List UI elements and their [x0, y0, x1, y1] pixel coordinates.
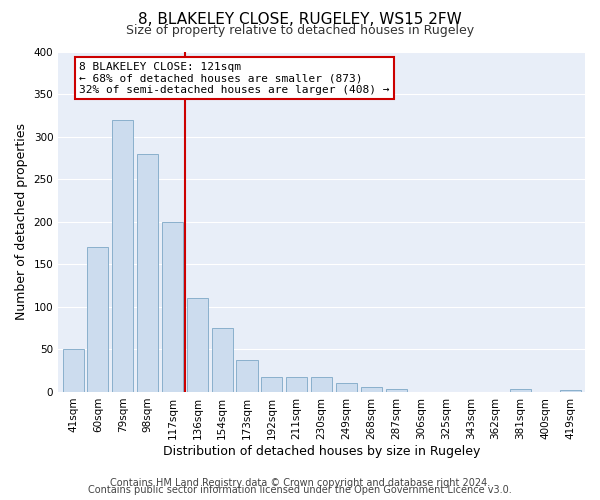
Bar — [62, 350, 83, 392]
Bar — [510, 388, 531, 392]
Bar — [162, 222, 183, 392]
Text: Contains public sector information licensed under the Open Government Licence v3: Contains public sector information licen… — [88, 485, 512, 495]
Bar — [311, 376, 332, 392]
Bar — [187, 298, 208, 392]
X-axis label: Distribution of detached houses by size in Rugeley: Distribution of detached houses by size … — [163, 444, 480, 458]
Bar — [88, 248, 109, 392]
Text: Contains HM Land Registry data © Crown copyright and database right 2024.: Contains HM Land Registry data © Crown c… — [110, 478, 490, 488]
Bar — [361, 387, 382, 392]
Bar — [236, 360, 257, 392]
Text: 8, BLAKELEY CLOSE, RUGELEY, WS15 2FW: 8, BLAKELEY CLOSE, RUGELEY, WS15 2FW — [138, 12, 462, 28]
Bar — [336, 384, 357, 392]
Bar — [212, 328, 233, 392]
Bar — [560, 390, 581, 392]
Text: 8 BLAKELEY CLOSE: 121sqm
← 68% of detached houses are smaller (873)
32% of semi-: 8 BLAKELEY CLOSE: 121sqm ← 68% of detach… — [79, 62, 390, 95]
Bar — [286, 376, 307, 392]
Bar — [112, 120, 133, 392]
Bar — [262, 376, 283, 392]
Text: Size of property relative to detached houses in Rugeley: Size of property relative to detached ho… — [126, 24, 474, 37]
Y-axis label: Number of detached properties: Number of detached properties — [15, 123, 28, 320]
Bar — [386, 388, 407, 392]
Bar — [137, 154, 158, 392]
